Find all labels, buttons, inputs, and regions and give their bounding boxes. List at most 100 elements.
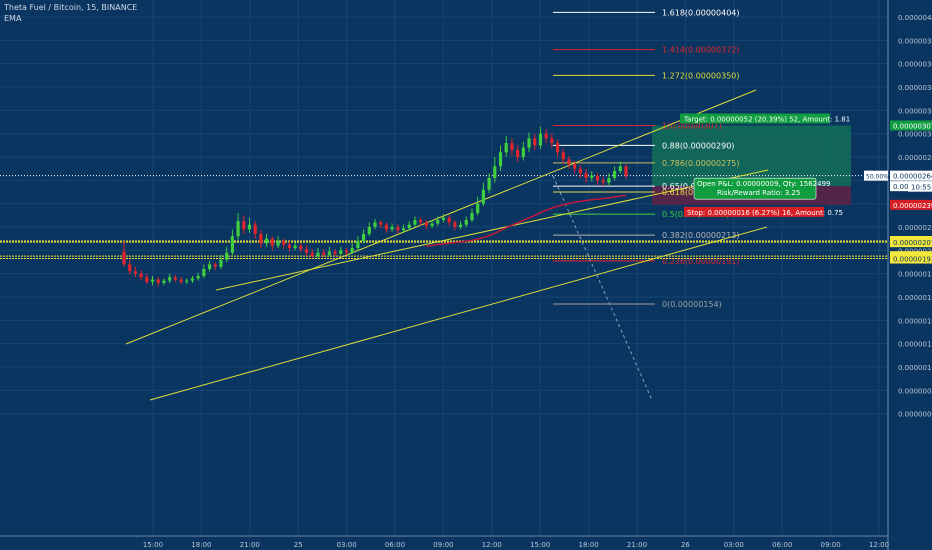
candles — [122, 126, 628, 287]
candle-body — [133, 271, 138, 274]
candle-body — [225, 252, 229, 260]
trend-channel[interactable] — [125, 89, 769, 401]
candle-body — [555, 143, 560, 153]
fib-level-label: 0.382(0.00000213) — [662, 231, 740, 240]
candle-body — [207, 264, 212, 269]
candle-body — [430, 223, 434, 226]
price-tag: 0.00000239 — [893, 202, 932, 210]
fib-level-label: 0.88(0.00000290) — [662, 141, 734, 150]
y-tick-label: 0.00000300 — [898, 131, 932, 139]
x-tick-label: 12:00 — [869, 541, 889, 549]
candle-body — [510, 143, 514, 150]
candle-body — [327, 251, 331, 255]
candle-body — [567, 159, 571, 164]
candle-body — [573, 164, 577, 169]
x-tick-label: 18:00 — [579, 541, 599, 549]
candle-body — [487, 178, 491, 190]
y-tick-label: 0.00000080 — [898, 387, 932, 395]
candle-body — [196, 276, 200, 279]
candle-body — [498, 152, 503, 167]
candle-body — [441, 217, 446, 220]
candle-body — [265, 238, 269, 244]
ema-line — [426, 194, 627, 247]
percent-label: 50.00% — [866, 174, 889, 181]
candle-body — [578, 168, 582, 174]
price-tag-bg — [890, 237, 932, 248]
candle-body — [373, 222, 377, 227]
price-tag: 0.00000193 — [893, 256, 932, 264]
price-tag: 0.00000307 — [893, 123, 932, 131]
x-tick-label: 15:00 — [530, 541, 550, 549]
y-tick-label: 0.00000180 — [898, 271, 932, 279]
fib-level-label: 0.786(0.00000275) — [662, 159, 740, 168]
risk-reward-label: Risk/Reward Ratio: 3.25 — [717, 189, 800, 197]
candle-body — [333, 251, 337, 254]
candle-body — [384, 224, 389, 230]
y-tick-label: 0.00000340 — [898, 84, 932, 92]
candle-body — [584, 173, 588, 178]
candle-body — [476, 203, 480, 213]
candle-body — [447, 217, 451, 223]
x-tick-label: 12:00 — [482, 541, 502, 549]
candle-body — [162, 280, 166, 283]
candle-body — [413, 220, 417, 225]
candle-body — [253, 224, 257, 234]
candle-body — [173, 277, 177, 280]
x-tick-label: 21:00 — [627, 541, 647, 549]
channel-line — [149, 226, 768, 401]
candle-body — [419, 220, 423, 223]
candle-body — [304, 249, 309, 253]
candle-body — [293, 245, 297, 248]
candle-body — [242, 221, 246, 230]
candle-body — [156, 279, 160, 283]
price-tag: 0.00000207 — [893, 239, 932, 247]
indicator-label: EMA — [4, 14, 22, 23]
chart-title: Theta Fuel / Bitcoin, 15, BINANCE — [4, 3, 138, 12]
candle-body — [202, 269, 206, 276]
candle-body — [595, 175, 600, 181]
candle-body — [190, 278, 195, 281]
candle-body — [533, 138, 537, 146]
candle-body — [128, 264, 132, 272]
fib-level-label: 1.272(0.00000350) — [662, 71, 740, 80]
x-tick-label: 03:00 — [724, 541, 744, 549]
candle-body — [481, 189, 485, 204]
candle-body — [470, 213, 474, 220]
x-tick-label: 21:00 — [240, 541, 260, 549]
price-tag: 0.00000264 — [893, 173, 932, 181]
candle-body — [213, 264, 217, 267]
price-tag-bg — [890, 253, 932, 264]
candle-body — [316, 252, 320, 257]
candle-body — [493, 166, 497, 178]
candle-body — [259, 234, 263, 244]
y-tick-label: 0.00000140 — [898, 317, 932, 325]
candle-body — [458, 224, 463, 227]
candle-body — [607, 178, 611, 183]
candle-body — [396, 227, 400, 231]
candle-body — [168, 277, 172, 281]
price-tag-bg — [890, 170, 932, 181]
candle-body — [367, 227, 371, 234]
y-tick-label: 0.00000360 — [898, 61, 932, 69]
y-tick-label: 0.00000280 — [898, 154, 932, 162]
grid — [0, 0, 888, 536]
y-tick-label: 0.00000320 — [898, 107, 932, 115]
candle-body — [544, 133, 548, 139]
position-labels: Target: 0.00000052 (20.39%) 52, Amount: … — [680, 113, 850, 217]
candle-body — [590, 175, 594, 178]
candle-body — [339, 250, 343, 254]
percent-tag-bg — [864, 170, 888, 181]
candle-body — [344, 250, 349, 253]
x-tick-label: 06:00 — [772, 541, 792, 549]
x-tick-label: 09:00 — [433, 541, 453, 549]
x-tick-label: 25 — [294, 541, 303, 549]
candle-body — [379, 222, 383, 225]
candle-body — [150, 279, 155, 282]
candle-body — [401, 228, 406, 231]
channel-line — [215, 169, 769, 291]
y-tick-label: 0.00000100 — [898, 364, 932, 372]
open-pnl-label: Open P&L: 0.00000009, Qty: 1562499 — [697, 180, 831, 188]
candle-body — [287, 244, 292, 248]
